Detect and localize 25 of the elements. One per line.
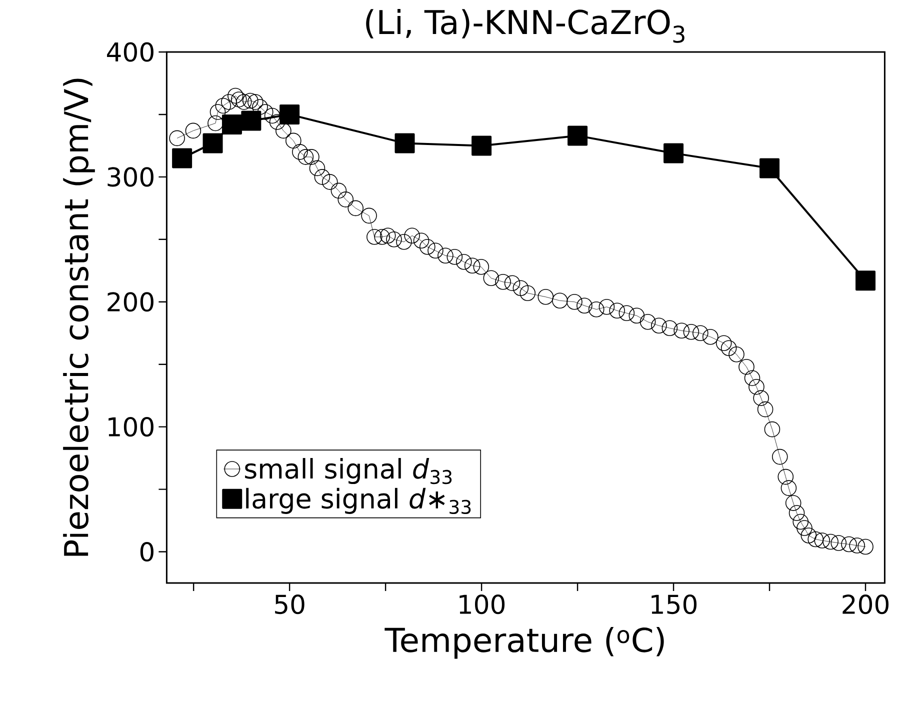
y-tick-label: 100: [108, 417, 154, 437]
legend-label: small signal d$_{33}$: [245, 458, 452, 484]
point: [472, 136, 492, 156]
point: [280, 104, 300, 124]
y-tick-label: 400: [107, 42, 154, 62]
y-tick-label: 200: [108, 292, 154, 312]
x-tick-label: 150: [652, 594, 697, 614]
y-tick-label: 0: [140, 542, 154, 562]
legend-label: large signal d∗$_{33}$: [246, 488, 471, 514]
point: [222, 114, 242, 134]
point: [172, 148, 192, 168]
point: [394, 133, 415, 154]
point: [241, 110, 262, 131]
y-tick-label: 300: [108, 167, 154, 187]
point: [760, 158, 780, 178]
y-axis-title: Piezoelectric constant (pm/V): [63, 78, 95, 556]
chart-title: (Li, Ta)-KNN-CaZrO$_{3}$: [366, 9, 684, 43]
point: [568, 126, 588, 146]
x-tick-label: 50: [275, 594, 304, 614]
point: [202, 133, 223, 154]
x-tick-label: 200: [842, 594, 889, 614]
x-axis-title: Temperature ($^{o}$C): [384, 626, 664, 659]
x-tick-label: 100: [460, 594, 505, 614]
point: [664, 143, 684, 164]
point: [856, 270, 876, 291]
